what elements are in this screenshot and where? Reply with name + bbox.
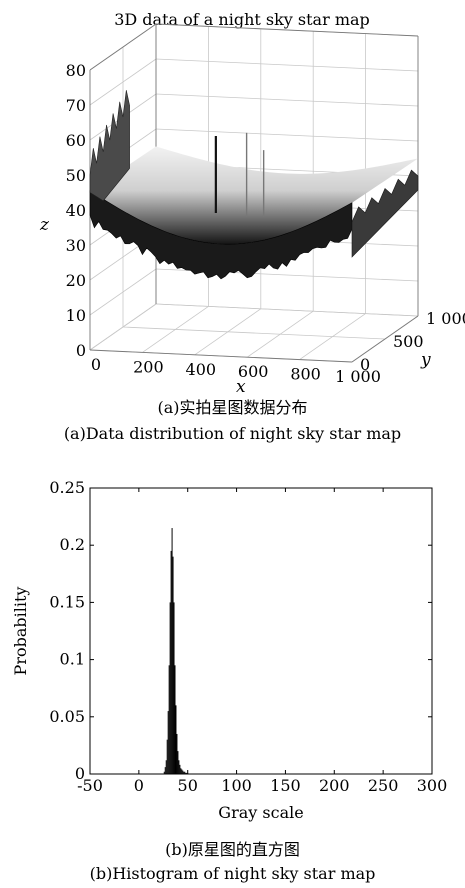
surface-left-ridge (89, 90, 130, 202)
histogram-bar (169, 602, 171, 774)
x-tick-label: 0 (91, 355, 101, 374)
x-tick-label: 600 (238, 362, 269, 381)
histogram-bar (174, 665, 176, 774)
histogram-bar (181, 769, 183, 774)
chart-b-xlabel: Gray scale (218, 803, 303, 822)
chart-a-xlabel: x (236, 377, 246, 397)
y-tick-label: 1 000 (426, 309, 465, 328)
histogram-bar (168, 665, 170, 774)
chart-a-ylabel: y (420, 350, 431, 370)
chart-b-bars (163, 528, 189, 774)
caption-a-en: (a)Data distribution of night sky star m… (63, 424, 402, 443)
histogram-bar (164, 767, 166, 774)
histogram-bar (187, 772, 189, 774)
z-tick-label: 70 (66, 96, 86, 115)
histogram-bar (166, 739, 168, 774)
surface-right-ridge (351, 169, 419, 258)
x-tick-label: 250 (368, 776, 399, 795)
x-tick-label: 300 (417, 776, 448, 795)
y-tick-label: 0 (75, 764, 85, 783)
chart-a-title: 3D data of a night sky star map (114, 10, 370, 29)
chart-b-ylabel: Probability (11, 587, 30, 676)
x-tick-label: 100 (221, 776, 252, 795)
histogram-bar (163, 771, 165, 774)
histogram-bar (176, 733, 178, 774)
x-tick-label: -50 (77, 776, 103, 795)
chart-a-zlabel: z (39, 215, 50, 235)
histogram-bar (185, 772, 187, 774)
histogram-bar (182, 770, 184, 774)
z-tick-label: 40 (66, 201, 86, 220)
z-tick-label: 20 (66, 271, 86, 290)
z-tick-label: 10 (66, 306, 86, 325)
histogram-bar (184, 771, 186, 774)
histogram-bar (177, 751, 179, 774)
histogram-bar (175, 705, 177, 774)
chart-b-plot-frame (89, 487, 433, 775)
histogram-bar (165, 760, 167, 774)
histogram-bar (167, 711, 169, 774)
x-tick-label: 400 (186, 360, 217, 379)
histogram-bar (179, 764, 181, 774)
y-tick-label: 0.25 (49, 478, 85, 497)
y-tick-label: 0 (360, 355, 370, 374)
y-tick-label: 0.05 (49, 707, 85, 726)
z-tick-label: 60 (66, 131, 86, 150)
histogram-bar (170, 550, 172, 774)
y-tick-label: 0.2 (60, 535, 85, 554)
histogram-bar (171, 528, 173, 774)
x-tick-label: 200 (319, 776, 350, 795)
z-tick-label: 30 (66, 236, 86, 255)
caption-a-cn: (a)实拍星图数据分布 (157, 398, 308, 417)
chart-a-spikes (214, 132, 265, 217)
y-tick-label: 500 (393, 332, 424, 351)
x-tick-label: 200 (133, 357, 164, 376)
z-tick-label: 0 (76, 341, 86, 360)
histogram-bar (172, 556, 174, 774)
y-tick-label: 0.1 (60, 650, 85, 669)
histogram-bar (183, 771, 185, 774)
x-tick-label: 1 000 (335, 367, 381, 386)
x-tick-label: 800 (290, 365, 321, 384)
z-tick-label: 80 (66, 61, 86, 80)
surface-top (90, 146, 418, 245)
caption-b-cn: (b)原星图的直方图 (165, 840, 300, 859)
x-tick-label: 50 (178, 776, 198, 795)
y-tick-label: 0.15 (49, 592, 85, 611)
caption-b-en: (b)Histogram of night sky star map (89, 864, 376, 883)
histogram-bar (180, 768, 182, 774)
histogram-bar (186, 772, 188, 774)
surface-chart: 3D data of a night sky star map 0 10 20 30 4… (39, 10, 465, 397)
histogram-bar (178, 760, 180, 774)
z-tick-label: 50 (66, 166, 86, 185)
histogram-bar (173, 602, 175, 774)
x-tick-label: 150 (270, 776, 301, 795)
histogram-chart: -50 0 50 100 150 200 250 30000.050.10.150.20.25… (11, 478, 447, 822)
x-tick-label: 0 (134, 776, 144, 795)
chart-a-surface (89, 90, 419, 280)
